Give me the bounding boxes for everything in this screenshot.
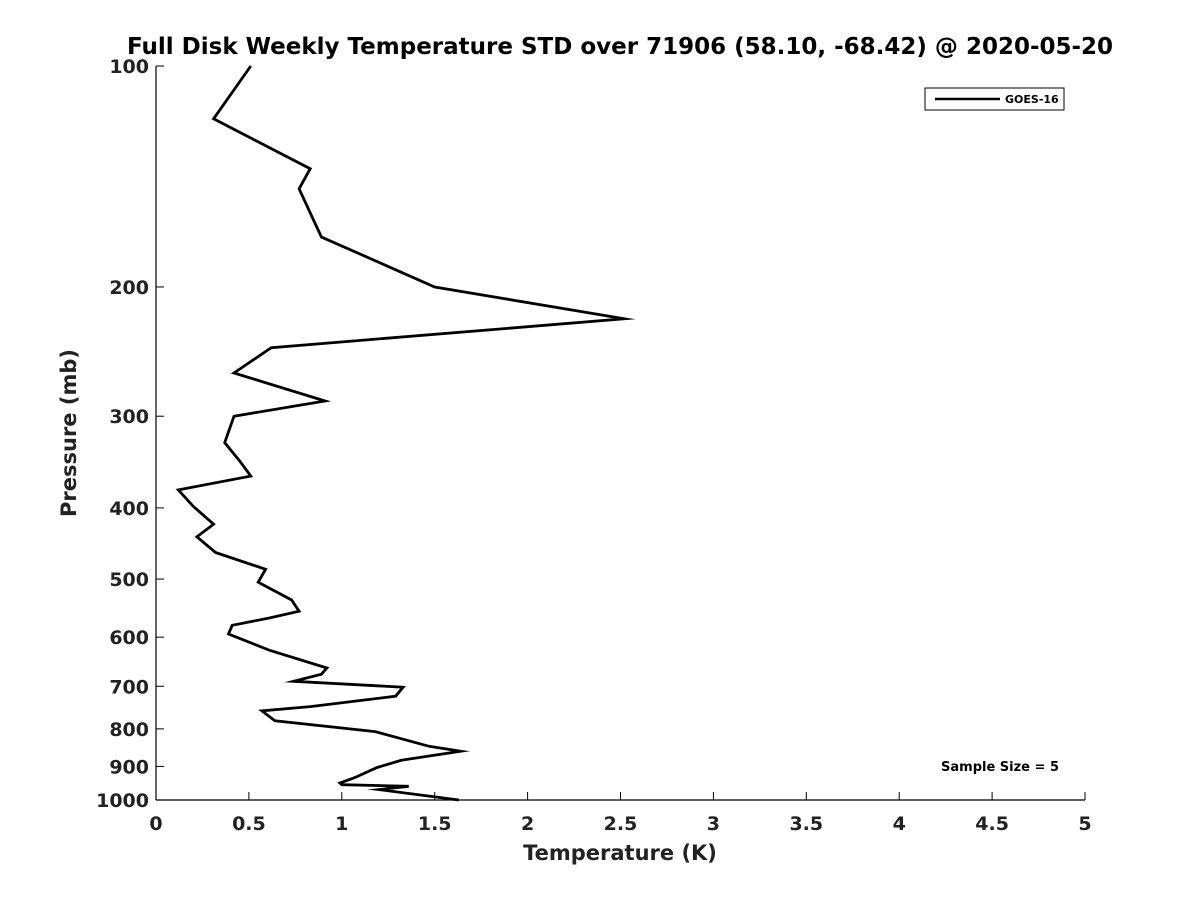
sample-size-annotation: Sample Size = 5 xyxy=(941,760,1059,775)
x-tick-label: 4.5 xyxy=(975,813,1009,835)
x-axis-ticks: 0 0.5 1 1.5 2 2.5 3 3.5 4 4.5 5 xyxy=(149,792,1092,835)
x-tick-label: 1.5 xyxy=(418,813,452,835)
y-tick-label: 800 xyxy=(109,719,149,741)
y-tick-label: 1000 xyxy=(96,790,149,812)
y-tick-label: 700 xyxy=(109,676,149,698)
x-tick-label: 2 xyxy=(521,813,534,835)
y-tick-label: 100 xyxy=(109,56,149,78)
x-axis-label: Temperature (K) xyxy=(523,841,717,865)
plot-area: 0 0.5 1 1.5 2 2.5 3 3.5 4 4.5 5 100 200 300 400 500 600… xyxy=(96,56,1092,835)
x-tick-label: 3.5 xyxy=(789,813,823,835)
y-tick-label: 600 xyxy=(109,627,149,649)
y-tick-label: 900 xyxy=(109,756,149,778)
y-tick-label: 400 xyxy=(109,498,149,520)
series-line-goes-16 xyxy=(175,65,636,802)
y-tick-label: 500 xyxy=(109,569,149,591)
y-axis-ticks: 100 200 300 400 500 600 700 800 900 1000 xyxy=(96,56,164,812)
x-tick-label: 4 xyxy=(893,813,906,835)
legend: GOES-16 xyxy=(924,87,1065,111)
x-tick-label: 3 xyxy=(707,813,720,835)
x-tick-label: 2.5 xyxy=(604,813,638,835)
y-tick-label: 300 xyxy=(109,406,149,428)
series-layer xyxy=(175,65,636,802)
y-tick-label: 200 xyxy=(109,277,149,299)
x-tick-label: 0.5 xyxy=(232,813,266,835)
x-tick-label: 1 xyxy=(335,813,348,835)
chart-title: Full Disk Weekly Temperature STD over 71… xyxy=(127,34,1113,60)
y-axis-label: Pressure (mb) xyxy=(57,349,81,517)
x-tick-label: 0 xyxy=(149,813,162,835)
legend-label-goes-16: GOES-16 xyxy=(1005,93,1059,106)
x-tick-label: 5 xyxy=(1078,813,1091,835)
